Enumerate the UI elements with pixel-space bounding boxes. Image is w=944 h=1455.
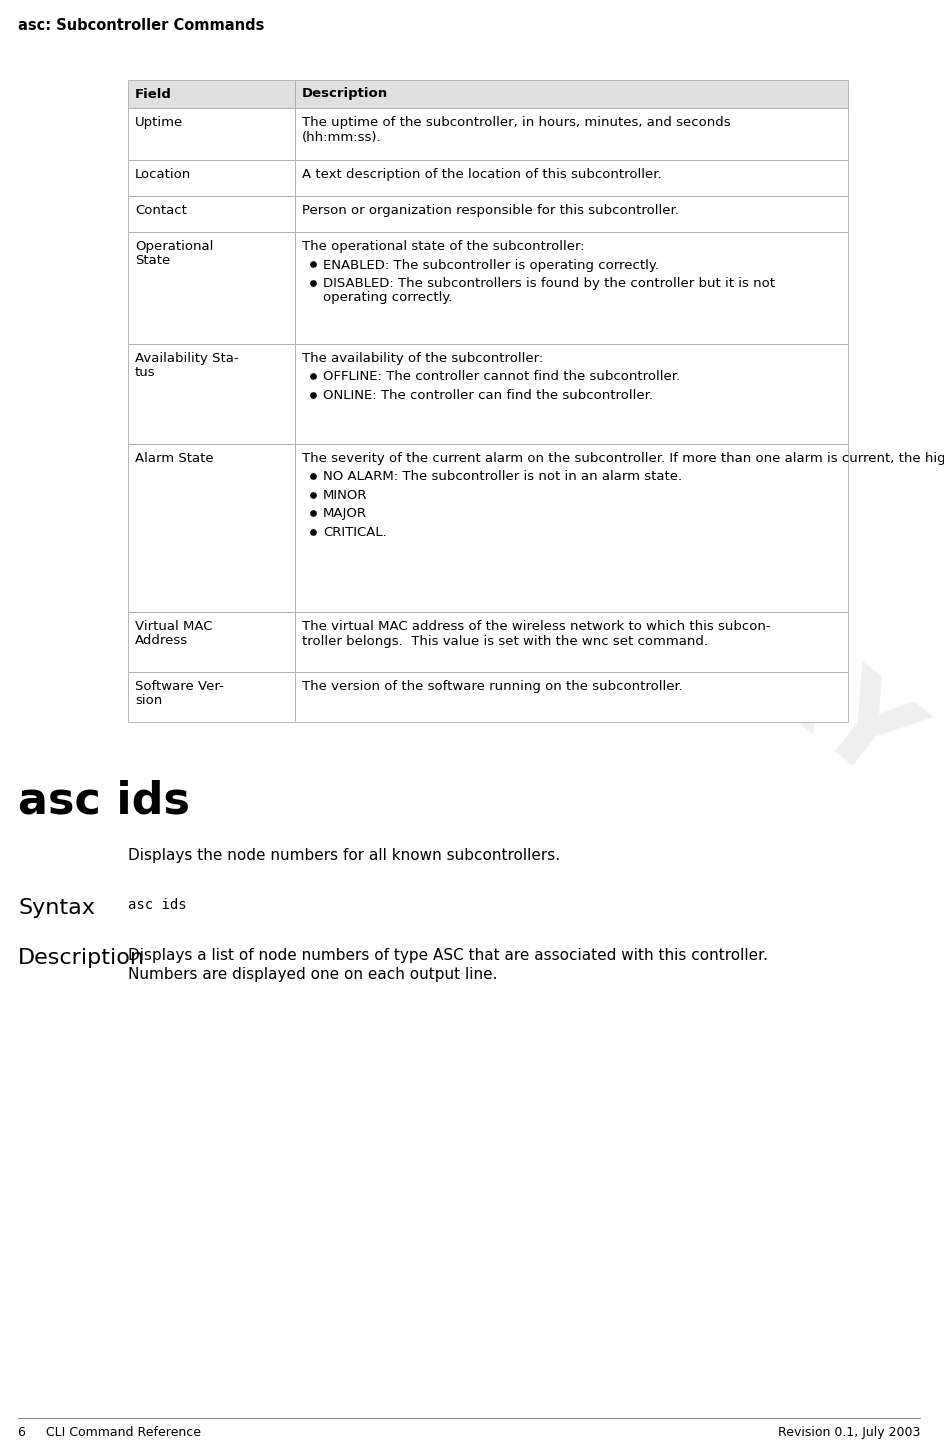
Text: tus: tus: [135, 367, 156, 380]
Text: CRITICAL.: CRITICAL.: [323, 527, 386, 538]
Text: The availability of the subcontroller:: The availability of the subcontroller:: [302, 352, 543, 365]
Text: Alarm State: Alarm State: [135, 453, 213, 466]
Text: Field: Field: [135, 87, 172, 100]
Bar: [295, 343, 847, 444]
Text: Operational: Operational: [135, 240, 213, 253]
Text: Availability Sta-: Availability Sta-: [135, 352, 239, 365]
Text: The uptime of the subcontroller, in hours, minutes, and seconds: The uptime of the subcontroller, in hour…: [302, 116, 730, 129]
Text: Revision 0.1, July 2003: Revision 0.1, July 2003: [777, 1426, 919, 1439]
Text: troller belongs.  This value is set with the wnc set command.: troller belongs. This value is set with …: [302, 634, 707, 647]
Text: Contact: Contact: [135, 204, 187, 217]
Text: Syntax: Syntax: [18, 898, 94, 918]
Text: Person or organization responsible for this subcontroller.: Person or organization responsible for t…: [302, 204, 678, 217]
Text: asc: Subcontroller Commands: asc: Subcontroller Commands: [18, 17, 264, 33]
Text: Virtual MAC: Virtual MAC: [135, 620, 212, 633]
Text: Displays a list of node numbers of type ASC that are associated with this contro: Displays a list of node numbers of type …: [127, 949, 767, 963]
Bar: [295, 672, 847, 722]
Bar: [127, 613, 295, 672]
Text: Description: Description: [302, 87, 388, 100]
Bar: [127, 160, 295, 196]
Bar: [127, 444, 295, 613]
Bar: [295, 613, 847, 672]
Text: asc ids: asc ids: [127, 898, 186, 912]
Text: 6     CLI Command Reference: 6 CLI Command Reference: [18, 1426, 201, 1439]
Text: DISABLED: The subcontrollers is found by the controller but it is not: DISABLED: The subcontrollers is found by…: [323, 276, 774, 290]
Text: State: State: [135, 255, 170, 268]
Text: asc ids: asc ids: [18, 780, 190, 824]
Bar: [295, 80, 847, 108]
Bar: [127, 231, 295, 343]
Bar: [127, 343, 295, 444]
Bar: [127, 672, 295, 722]
Text: Displays the node numbers for all known subcontrollers.: Displays the node numbers for all known …: [127, 848, 560, 863]
Bar: [295, 231, 847, 343]
Text: ONLINE: The controller can find the subcontroller.: ONLINE: The controller can find the subc…: [323, 388, 652, 402]
Text: ENABLED: The subcontroller is operating correctly.: ENABLED: The subcontroller is operating …: [323, 259, 658, 272]
Text: Description: Description: [18, 949, 144, 968]
Bar: [127, 80, 295, 108]
Text: The severity of the current alarm on the subcontroller. If more than one alarm i: The severity of the current alarm on the…: [302, 453, 944, 466]
Text: Location: Location: [135, 167, 191, 180]
Text: operating correctly.: operating correctly.: [323, 291, 452, 304]
Bar: [127, 108, 295, 160]
Text: A text description of the location of this subcontroller.: A text description of the location of th…: [302, 167, 661, 180]
Text: NO ALARM: The subcontroller is not in an alarm state.: NO ALARM: The subcontroller is not in an…: [323, 470, 682, 483]
Bar: [127, 196, 295, 231]
Text: (hh:mm:ss).: (hh:mm:ss).: [302, 131, 381, 144]
Text: The operational state of the subcontroller:: The operational state of the subcontroll…: [302, 240, 584, 253]
Bar: [295, 196, 847, 231]
Text: The version of the software running on the subcontroller.: The version of the software running on t…: [302, 679, 683, 693]
Text: Address: Address: [135, 634, 188, 647]
Text: Software Ver-: Software Ver-: [135, 679, 224, 693]
Text: OFFLINE: The controller cannot find the subcontroller.: OFFLINE: The controller cannot find the …: [323, 371, 680, 384]
Text: Uptime: Uptime: [135, 116, 183, 129]
Text: MINOR: MINOR: [323, 489, 367, 502]
Text: PRELIMINARY: PRELIMINARY: [127, 147, 932, 812]
Text: sion: sion: [135, 694, 162, 707]
Bar: [295, 160, 847, 196]
Bar: [295, 108, 847, 160]
Bar: [295, 444, 847, 613]
Text: MAJOR: MAJOR: [323, 508, 366, 521]
Text: Numbers are displayed one on each output line.: Numbers are displayed one on each output…: [127, 968, 497, 982]
Text: The virtual MAC address of the wireless network to which this subcon-: The virtual MAC address of the wireless …: [302, 620, 769, 633]
